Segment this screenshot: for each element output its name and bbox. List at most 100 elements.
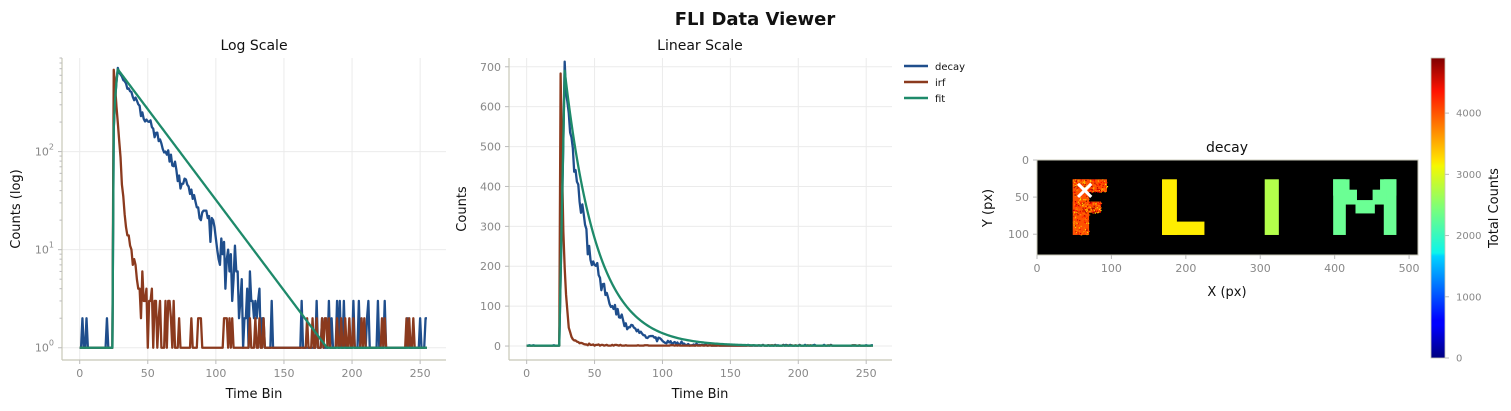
image-noise-pixel <box>1086 231 1089 234</box>
image-noise-pixel <box>1076 211 1078 213</box>
legend-label-decay: decay <box>935 62 965 73</box>
image-noise-pixel <box>1091 202 1093 204</box>
log-y-tick-label: 101 <box>35 241 54 257</box>
image-noise-pixel <box>1079 195 1081 197</box>
image-noise-pixel <box>1074 228 1076 230</box>
image-noise-pixel <box>1077 188 1079 191</box>
image-noise-pixel <box>1079 212 1081 214</box>
image-noise-pixel <box>1075 231 1078 234</box>
image-noise-pixel <box>1099 203 1102 205</box>
image-noise-pixel <box>1101 188 1103 190</box>
image-noise-pixel <box>1076 186 1078 188</box>
image-noise-pixel <box>1098 190 1100 192</box>
image-noise-pixel <box>1074 181 1076 183</box>
image-noise-pixel <box>1099 189 1101 191</box>
image-noise-pixel <box>1104 191 1106 193</box>
image-noise-pixel <box>1091 185 1093 187</box>
image-noise-pixel <box>1073 209 1075 211</box>
image-noise-pixel <box>1105 187 1108 189</box>
image-noise-pixel <box>1075 185 1077 187</box>
image-noise-pixel <box>1075 202 1077 204</box>
linear-x-tick-label: 50 <box>588 367 602 380</box>
image-noise-pixel <box>1075 181 1077 183</box>
image-noise-pixel <box>1090 188 1092 190</box>
image-noise-pixel <box>1077 183 1079 185</box>
image-noise-pixel <box>1082 193 1084 196</box>
image-noise-pixel <box>1076 229 1078 231</box>
image-noise-pixel <box>1076 182 1078 184</box>
log-x-tick-label: 0 <box>76 367 83 380</box>
image-noise-pixel <box>1093 179 1096 181</box>
image-noise-pixel <box>1081 203 1084 205</box>
image-noise-pixel <box>1079 232 1082 235</box>
image-noise-pixel <box>1086 229 1088 231</box>
image-noise-pixel <box>1075 190 1078 192</box>
linear-x-tick-label: 250 <box>856 367 877 380</box>
log-y-label: Counts (log) <box>9 169 24 248</box>
image-noise-pixel <box>1094 191 1096 193</box>
image-noise-pixel <box>1086 216 1089 219</box>
image-noise-pixel <box>1088 185 1090 188</box>
image-noise-pixel <box>1078 186 1080 189</box>
log-x-tick-label: 250 <box>410 367 431 380</box>
legend-label-irf: irf <box>935 78 946 89</box>
image-noise-pixel <box>1099 201 1101 203</box>
selected-pixel-marker[interactable]: × <box>1074 176 1096 206</box>
image-noise-pixel <box>1080 212 1083 214</box>
image-noise-pixel <box>1076 212 1078 214</box>
image-noise-pixel <box>1074 186 1076 188</box>
image-noise-pixel <box>1075 210 1077 212</box>
image-noise-pixel <box>1090 179 1092 182</box>
image-noise-pixel <box>1075 204 1077 206</box>
image-noise-pixel <box>1074 216 1077 218</box>
image-letter-M <box>1343 189 1357 205</box>
image-noise-pixel <box>1086 208 1089 210</box>
image-noise-pixel <box>1097 211 1099 213</box>
image-noise-pixel <box>1083 181 1085 183</box>
image-noise-pixel <box>1081 187 1083 190</box>
image-noise-pixel <box>1084 227 1086 229</box>
image-noise-pixel <box>1088 222 1090 224</box>
image-noise-pixel <box>1086 228 1088 230</box>
image-noise-pixel <box>1085 210 1087 213</box>
image-noise-pixel <box>1076 210 1079 213</box>
image-noise-pixel <box>1089 211 1091 213</box>
linear-y-tick-label: 600 <box>480 101 501 114</box>
image-noise-pixel <box>1074 213 1076 215</box>
image-noise-pixel <box>1087 180 1089 183</box>
linear-x-tick-label: 0 <box>523 367 530 380</box>
image-noise-pixel <box>1104 186 1107 188</box>
linear-series-group <box>526 60 873 347</box>
colorbar-tick-label: 2000 <box>1456 231 1481 242</box>
image-x-tick-label: 300 <box>1250 262 1271 275</box>
image-noise-pixel <box>1089 209 1091 211</box>
image-noise-pixel <box>1098 208 1101 210</box>
image-noise-pixel <box>1087 209 1090 211</box>
image-noise-pixel <box>1088 189 1090 192</box>
log-panel-title: Log Scale <box>220 38 287 54</box>
image-noise-pixel <box>1085 218 1088 220</box>
image-noise-pixel <box>1076 205 1078 207</box>
image-noise-pixel <box>1100 191 1102 193</box>
image-noise-pixel <box>1102 186 1104 188</box>
image-noise-pixel <box>1103 180 1105 182</box>
image-noise-pixel <box>1099 184 1101 186</box>
image-noise-pixel <box>1083 210 1086 212</box>
image-noise-pixel <box>1082 211 1084 213</box>
image-noise-pixel <box>1076 183 1078 185</box>
image-noise-pixel <box>1082 201 1084 204</box>
image-noise-pixel <box>1096 210 1099 212</box>
image-noise-pixel <box>1102 190 1105 193</box>
image-noise-pixel <box>1086 190 1088 192</box>
image-noise-pixel <box>1075 226 1077 228</box>
image-noise-pixel <box>1102 180 1104 182</box>
image-noise-pixel <box>1088 206 1090 208</box>
log-x-tick-label: 150 <box>273 367 294 380</box>
image-noise-pixel <box>1084 187 1086 189</box>
image-noise-pixel <box>1084 200 1087 202</box>
image-noise-pixel <box>1085 200 1088 202</box>
image-noise-pixel <box>1086 185 1089 187</box>
image-noise-pixel <box>1080 195 1082 197</box>
image-noise-pixel <box>1093 210 1095 212</box>
image-noise-pixel <box>1086 204 1088 206</box>
